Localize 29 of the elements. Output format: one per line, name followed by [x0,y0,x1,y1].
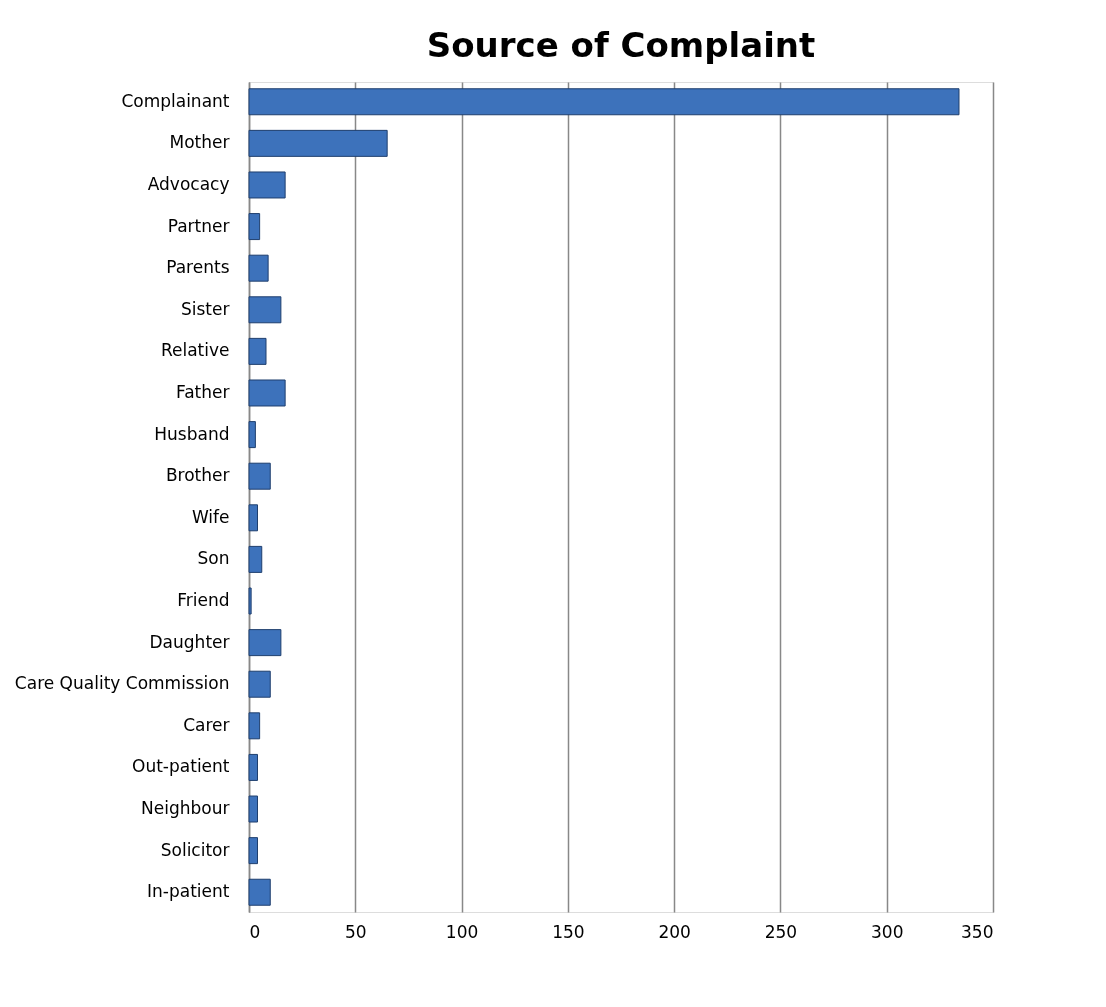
y-tick-label: Complainant [121,90,230,111]
chart-title: Source of Complaint [426,25,816,65]
x-tick-label: 100 [445,921,479,942]
y-tick-label: Solicitor [160,839,230,860]
x-tick-label: 0 [249,921,261,942]
y-tick-label: Brother [165,465,230,486]
y-tick-label: Relative [160,340,230,361]
x-tick-label: 300 [870,921,904,942]
y-tick-label: Wife [191,506,230,527]
y-tick-label: Sister [181,298,230,319]
y-tick-label: Mother [169,132,230,153]
y-tick-label: In-patient [147,881,230,902]
x-tick-label: 150 [552,921,585,942]
y-tick-label: Husband [154,423,230,444]
y-tick-label: Advocacy [147,173,230,194]
y-tick-label: Son [197,548,230,569]
y-tick-label: Friend [177,590,230,611]
x-tick-label: 250 [764,921,798,942]
y-tick-label: Partner [167,215,230,236]
y-tick-label: Daughter [149,631,230,652]
x-tick-label: 350 [961,921,994,942]
x-tick-label: 50 [344,921,367,942]
y-tick-label: Carer [183,714,230,735]
y-tick-label: Neighbour [141,798,230,819]
y-tick-label: Parents [166,257,230,278]
x-tick-label: 200 [658,921,691,942]
y-tick-label: Out-patient [132,756,230,777]
y-tick-label: Father [175,381,230,402]
y-tick-label: Care Quality Commission [14,673,230,694]
